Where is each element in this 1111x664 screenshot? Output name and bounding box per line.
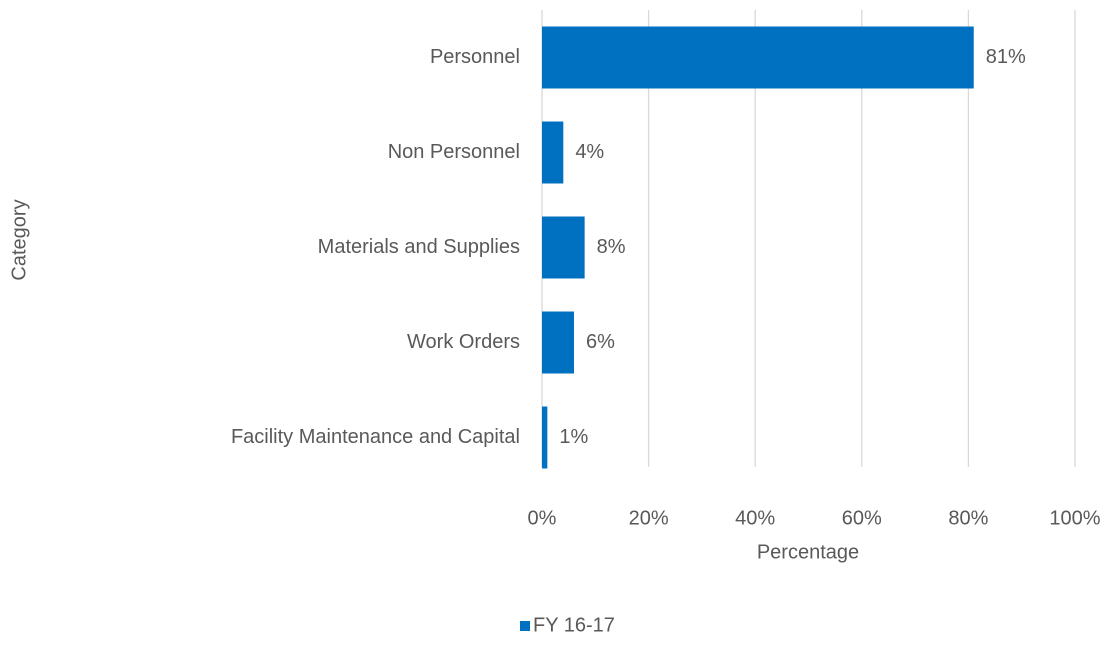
data-label: 4% (575, 141, 604, 163)
y-tick-label: Personnel (430, 46, 520, 68)
data-label: 1% (559, 426, 588, 448)
bar (542, 26, 974, 89)
x-tick-label: 40% (735, 507, 775, 529)
bar (542, 406, 548, 469)
x-tick-label: 20% (629, 507, 669, 529)
data-label: 8% (597, 236, 626, 258)
x-axis-label: Percentage (757, 541, 859, 563)
y-tick-label: Facility Maintenance and Capital (231, 426, 520, 448)
x-tick-label: 60% (842, 507, 882, 529)
bar (542, 121, 564, 184)
y-tick-label: Work Orders (407, 331, 520, 353)
x-tick-label: 100% (1049, 507, 1100, 529)
x-tick-label: 80% (948, 507, 988, 529)
bar (542, 216, 585, 279)
y-tick-label: Non Personnel (388, 141, 520, 163)
data-label: 6% (586, 331, 615, 353)
legend-swatch (520, 621, 530, 631)
data-label: 81% (986, 46, 1026, 68)
x-tick-label: 0% (528, 507, 557, 529)
y-tick-label: Materials and Supplies (318, 236, 520, 258)
y-axis-label: Category (8, 199, 30, 280)
legend-label: FY 16-17 (533, 614, 615, 636)
bar (542, 311, 574, 374)
